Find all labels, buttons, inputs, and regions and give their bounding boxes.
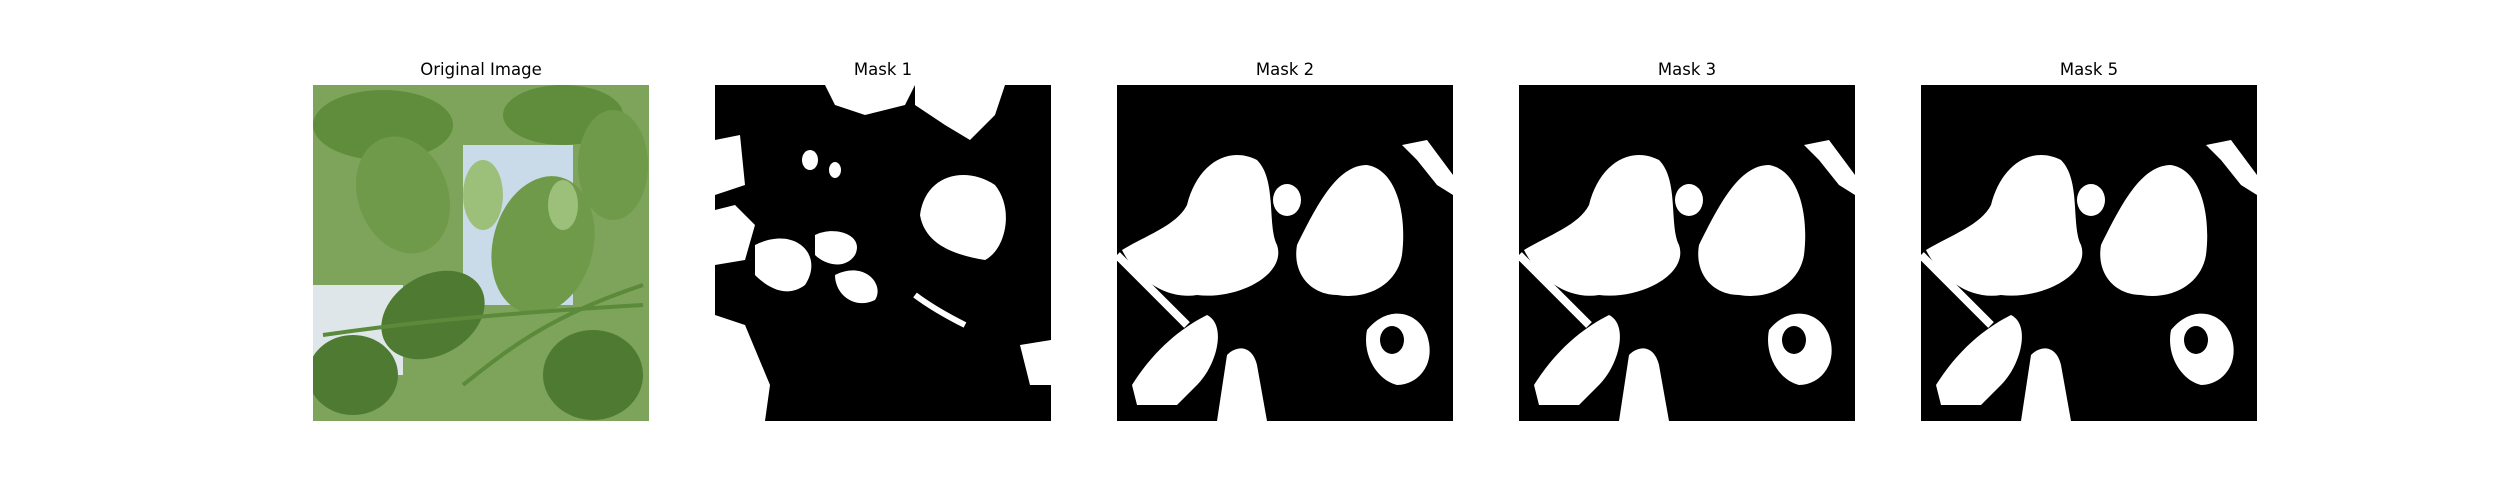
original-image: [313, 85, 649, 421]
panel-title: Mask 5: [2059, 60, 2119, 79]
mask-2-image: [1117, 85, 1453, 421]
mask-3-image: [1519, 85, 1855, 421]
panel-title: Mask 3: [1657, 60, 1717, 79]
panel-title: Mask 1: [853, 60, 913, 79]
mask-1-image: [715, 85, 1051, 421]
panel-title: Original Image: [420, 60, 542, 79]
mask-5-image: [1921, 85, 2257, 421]
panel-title: Mask 2: [1255, 60, 1315, 79]
